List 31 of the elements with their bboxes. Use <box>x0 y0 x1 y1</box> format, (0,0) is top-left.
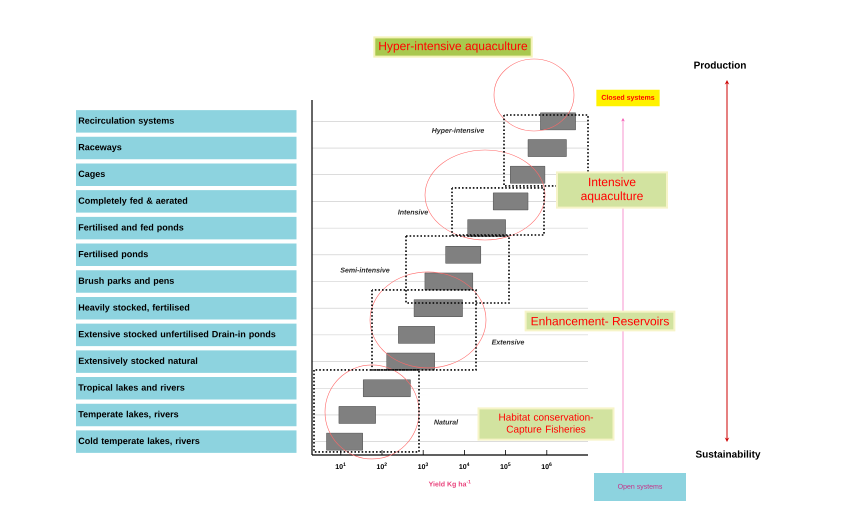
y-tick-label: Temperate lakes, rivers <box>78 410 178 420</box>
y-tick-label: Extensive stocked unfertilised Drain-in ponds <box>78 330 276 340</box>
y-tick-label: Fertilised ponds <box>78 250 148 259</box>
y-tick-label: Extensively stocked natural <box>78 357 198 366</box>
text: Production <box>694 61 746 69</box>
bar <box>362 379 411 398</box>
text: Sustainability <box>696 450 760 460</box>
bar <box>510 166 546 184</box>
bar <box>386 352 435 370</box>
text: Hyper-intensive aquaculture <box>379 41 528 53</box>
annotation: Intensive aquaculture <box>581 177 643 203</box>
bar <box>424 272 474 290</box>
bar <box>398 326 435 344</box>
y-tick-label: Brush parks and pens <box>78 277 174 286</box>
y-tick-label: Recirculation systems <box>78 117 174 126</box>
bar <box>414 299 463 317</box>
y-tick-label: Completely fed & aerated <box>78 197 188 206</box>
bar <box>528 139 567 157</box>
bar <box>326 432 363 450</box>
bar <box>467 219 506 237</box>
y-tick-label: Tropical lakes and rivers <box>78 384 184 392</box>
y-tick-label: Cages <box>78 170 105 179</box>
annotation: Enhancement- Reservoirs <box>532 316 669 326</box>
y-tick-label: Cold temperate lakes, rivers <box>78 437 200 446</box>
y-tick-label: Heavily stocked, fertilised <box>78 304 190 312</box>
bar <box>445 246 482 264</box>
y-tick-label: Fertilised and fed ponds <box>78 224 184 232</box>
bar <box>492 192 528 210</box>
bar <box>338 406 376 424</box>
annotation: Habitat conservation- Capture Fisheries <box>499 413 594 435</box>
y-tick-label: Raceways <box>78 144 122 152</box>
